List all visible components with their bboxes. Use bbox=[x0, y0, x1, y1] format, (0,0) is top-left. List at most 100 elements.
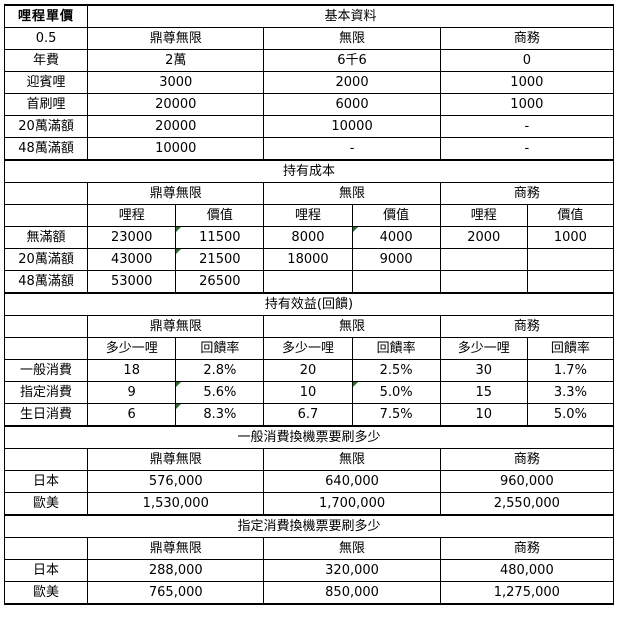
cell-benefit-r2-c5[interactable]: 5.0% bbox=[526, 403, 615, 427]
cell-annual-fee-1[interactable]: 6千6 bbox=[263, 49, 441, 72]
cell-welcome-miles-2[interactable]: 1000 bbox=[439, 71, 615, 94]
cell-480k-bonus-2[interactable]: - bbox=[439, 137, 615, 161]
section-title-cost: 持有成本 bbox=[4, 159, 614, 183]
table-row: 日本 288,000 320,000 480,000 bbox=[3, 559, 615, 582]
cell-200k-bonus-1[interactable]: 10000 bbox=[263, 115, 441, 138]
cell-general-japan-2[interactable]: 960,000 bbox=[439, 470, 615, 493]
section-title-benefit: 持有效益(回饋) bbox=[4, 292, 614, 316]
cell-first-swipe-1[interactable]: 6000 bbox=[263, 93, 441, 116]
cell-benefit-r2-c4[interactable]: 10 bbox=[439, 403, 528, 427]
sub-header-cost-value-0: 價值 bbox=[175, 204, 265, 227]
cell-cost-r2-c5[interactable] bbox=[526, 270, 615, 294]
mile-price-value[interactable]: 0.5 bbox=[3, 27, 89, 50]
cell-benefit-r1-c4[interactable]: 15 bbox=[439, 381, 528, 404]
cell-designated-japan-1[interactable]: 320,000 bbox=[263, 559, 441, 582]
cell-designated-euroamerica-0[interactable]: 765,000 bbox=[87, 581, 265, 605]
cell-welcome-miles-0[interactable]: 3000 bbox=[87, 71, 265, 94]
cell-benefit-r1-c3[interactable]: 5.0% bbox=[351, 381, 441, 404]
cell-benefit-r0-c0[interactable]: 18 bbox=[87, 359, 177, 382]
cell-benefit-r1-c5[interactable]: 3.3% bbox=[526, 381, 615, 404]
row-label-general-spend: 一般消費 bbox=[3, 359, 89, 382]
col-header-basic-0: 鼎尊無限 bbox=[87, 27, 265, 50]
cell-benefit-r2-c2[interactable]: 6.7 bbox=[263, 403, 353, 427]
cell-cost-r1-c2[interactable]: 18000 bbox=[263, 248, 353, 271]
sub-header-benefit-permile-0: 多少一哩 bbox=[87, 337, 177, 360]
cell-first-swipe-2[interactable]: 1000 bbox=[439, 93, 615, 116]
cell-benefit-r0-c5[interactable]: 1.7% bbox=[526, 359, 615, 382]
cost-corner-cell bbox=[3, 182, 89, 205]
cell-cost-r0-c3[interactable]: 4000 bbox=[351, 226, 441, 249]
cell-cost-r2-c1[interactable]: 26500 bbox=[175, 270, 265, 294]
cell-cost-r0-c0[interactable]: 23000 bbox=[87, 226, 177, 249]
table-row: 生日消費 6 8.3% 6.7 7.5% 10 5.0% bbox=[3, 403, 615, 427]
col-header-designated-ticket-2: 商務 bbox=[439, 537, 615, 560]
cell-benefit-r1-c2[interactable]: 10 bbox=[263, 381, 353, 404]
cell-designated-japan-0[interactable]: 288,000 bbox=[87, 559, 265, 582]
cell-cost-r1-c4[interactable] bbox=[439, 248, 528, 271]
mile-price-label[interactable]: 哩程單價 bbox=[3, 4, 89, 28]
row-label-birthday-spend: 生日消費 bbox=[3, 403, 89, 427]
cell-benefit-r2-c3[interactable]: 7.5% bbox=[351, 403, 441, 427]
table-row: 20萬滿額 20000 10000 - bbox=[3, 115, 615, 138]
cell-benefit-r0-c2[interactable]: 20 bbox=[263, 359, 353, 382]
cell-general-japan-0[interactable]: 576,000 bbox=[87, 470, 265, 493]
sub-header-cost-value-2: 價值 bbox=[526, 204, 615, 227]
sub-header-cost-miles-0: 哩程 bbox=[87, 204, 177, 227]
general-ticket-header-row: 鼎尊無限 無限 商務 bbox=[3, 448, 615, 471]
cell-cost-r2-c0[interactable]: 53000 bbox=[87, 270, 177, 294]
table-row: 無滿額 23000 11500 8000 4000 2000 1000 bbox=[3, 226, 615, 249]
cell-annual-fee-2[interactable]: 0 bbox=[439, 49, 615, 72]
row-label-welcome-miles: 迎賓哩 bbox=[3, 71, 89, 94]
cell-200k-bonus-2[interactable]: - bbox=[439, 115, 615, 138]
table-row: 一般消費 18 2.8% 20 2.5% 30 1.7% bbox=[3, 359, 615, 382]
cell-general-euroamerica-0[interactable]: 1,530,000 bbox=[87, 492, 265, 516]
col-header-designated-ticket-0: 鼎尊無限 bbox=[87, 537, 265, 560]
cell-480k-bonus-1[interactable]: - bbox=[263, 137, 441, 161]
cell-cost-r1-c5[interactable] bbox=[526, 248, 615, 271]
cell-benefit-r1-c1[interactable]: 5.6% bbox=[175, 381, 265, 404]
cell-benefit-r0-c3[interactable]: 2.5% bbox=[351, 359, 441, 382]
row-label-200k-bonus: 20萬滿額 bbox=[3, 115, 89, 138]
cost-sub-header-row: 哩程 價值 哩程 價值 哩程 價值 bbox=[3, 204, 615, 227]
cell-benefit-r0-c4[interactable]: 30 bbox=[439, 359, 528, 382]
cell-cost-r1-c3[interactable]: 9000 bbox=[351, 248, 441, 271]
table-row: 日本 576,000 640,000 960,000 bbox=[3, 470, 615, 493]
section-header-general-ticket: 一般消費換機票要刷多少 bbox=[4, 425, 614, 449]
table-row: 48萬滿額 53000 26500 bbox=[3, 270, 615, 294]
cell-cost-r1-c0[interactable]: 43000 bbox=[87, 248, 177, 271]
sub-header-benefit-rate-0: 回饋率 bbox=[175, 337, 265, 360]
row-label-designated-japan: 日本 bbox=[3, 559, 89, 582]
cell-cost-r2-c2[interactable] bbox=[263, 270, 353, 294]
cell-benefit-r0-c1[interactable]: 2.8% bbox=[175, 359, 265, 382]
cell-480k-bonus-0[interactable]: 10000 bbox=[87, 137, 265, 161]
section-header-benefit: 持有效益(回饋) bbox=[4, 292, 614, 316]
cell-benefit-r2-c0[interactable]: 6 bbox=[87, 403, 177, 427]
cell-cost-r2-c3[interactable] bbox=[351, 270, 441, 294]
cell-designated-japan-2[interactable]: 480,000 bbox=[439, 559, 615, 582]
cell-general-euroamerica-1[interactable]: 1,700,000 bbox=[263, 492, 441, 516]
cell-general-euroamerica-2[interactable]: 2,550,000 bbox=[439, 492, 615, 516]
designated-ticket-corner-cell bbox=[3, 537, 89, 560]
cell-benefit-r2-c1[interactable]: 8.3% bbox=[175, 403, 265, 427]
sub-header-benefit-rate-1: 回饋率 bbox=[351, 337, 441, 360]
cell-cost-r0-c4[interactable]: 2000 bbox=[439, 226, 528, 249]
col-header-general-ticket-2: 商務 bbox=[439, 448, 615, 471]
cell-annual-fee-0[interactable]: 2萬 bbox=[87, 49, 265, 72]
col-header-designated-ticket-1: 無限 bbox=[263, 537, 441, 560]
cell-cost-r0-c2[interactable]: 8000 bbox=[263, 226, 353, 249]
cell-cost-r1-c1[interactable]: 21500 bbox=[175, 248, 265, 271]
cell-benefit-r1-c0[interactable]: 9 bbox=[87, 381, 177, 404]
cell-designated-euroamerica-2[interactable]: 1,275,000 bbox=[439, 581, 615, 605]
cell-cost-r0-c1[interactable]: 11500 bbox=[175, 226, 265, 249]
cell-200k-bonus-0[interactable]: 20000 bbox=[87, 115, 265, 138]
cell-first-swipe-0[interactable]: 20000 bbox=[87, 93, 265, 116]
cell-cost-r0-c5[interactable]: 1000 bbox=[526, 226, 615, 249]
col-header-basic-2: 商務 bbox=[439, 27, 615, 50]
cell-cost-r2-c4[interactable] bbox=[439, 270, 528, 294]
cell-general-japan-1[interactable]: 640,000 bbox=[263, 470, 441, 493]
designated-ticket-header-row: 鼎尊無限 無限 商務 bbox=[3, 537, 615, 560]
cell-welcome-miles-1[interactable]: 2000 bbox=[263, 71, 441, 94]
cost-card-header-row: 鼎尊無限 無限 商務 bbox=[3, 182, 615, 205]
cell-designated-euroamerica-1[interactable]: 850,000 bbox=[263, 581, 441, 605]
col-header-cost-2: 商務 bbox=[439, 182, 615, 205]
